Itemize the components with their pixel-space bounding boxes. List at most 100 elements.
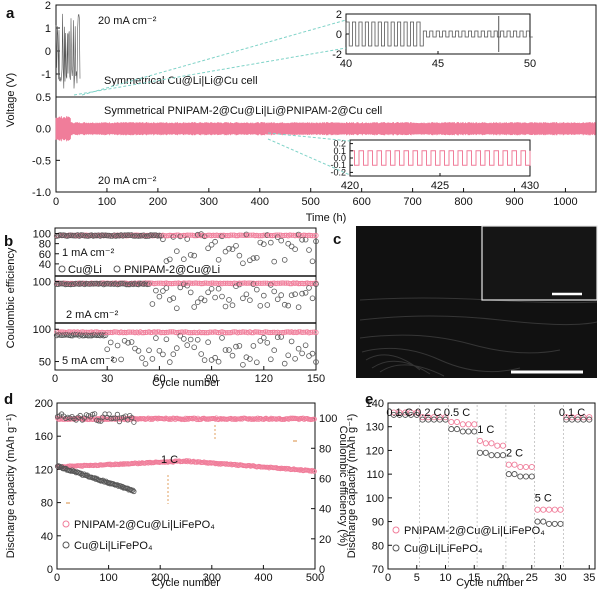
a-x-tick-label-9: 900 xyxy=(505,196,523,208)
b-sub2-pnipam-point xyxy=(254,329,260,335)
d-y-tick-label-1: 40 xyxy=(41,531,53,543)
e-pnipam-point xyxy=(511,461,518,468)
e-pnipam-point xyxy=(505,461,512,468)
e-cu-point xyxy=(557,520,564,527)
b-sub2-pnipam-point xyxy=(104,329,110,335)
d-y-axis-label: Discharge capacity (mAh g⁻¹) xyxy=(5,414,17,559)
d-x-tick-label-1: 100 xyxy=(99,572,117,584)
b-sub1-pnipam-point xyxy=(297,280,303,287)
b-sub1-cu-point xyxy=(191,304,198,310)
b-sub1-pnipam-point xyxy=(195,280,201,286)
e-cu-point xyxy=(551,520,558,527)
e-pnipam-point xyxy=(494,442,501,449)
b-sub1-cu-point xyxy=(299,290,305,297)
b-sub1-pnipam-point xyxy=(252,280,258,287)
b-sub0-cu-point xyxy=(240,260,246,267)
b-sub2-pnipam-point xyxy=(141,329,147,336)
e-pnipam-point xyxy=(448,418,455,426)
b-sub2-pnipam-point xyxy=(242,329,248,335)
b-sub1-pnipam-point xyxy=(240,280,246,286)
b-sub1-cu-point xyxy=(97,280,103,287)
pnipam-cell-voltage-trace xyxy=(55,116,596,142)
b-sub0-pnipam-point xyxy=(181,232,187,238)
b-sub0-cu-point xyxy=(107,233,114,239)
b-sub2-cu-point xyxy=(153,335,159,341)
e-pnipam-point xyxy=(430,414,438,421)
e-cu-point xyxy=(459,428,466,435)
b-sub0-cu-point xyxy=(191,252,198,259)
b-sub2-pnipam-point xyxy=(283,329,289,335)
e-y-tick-label-4: 110 xyxy=(366,469,384,481)
b-sub2-pnipam-point xyxy=(224,329,230,336)
a-bottom-zoom-line-2 xyxy=(267,132,351,142)
b-sub1-cu-point xyxy=(208,285,215,292)
b-sub2-pnipam-point xyxy=(207,329,213,335)
panel-d: d 0 100 200 300 400 5000408012016020002040608… xyxy=(4,391,349,589)
e-rate-labels: 0.1 C 0.2 C 0.5 C1 C2 C5 C0.1 C xyxy=(386,407,585,505)
b-sub1-cu-point xyxy=(167,296,173,303)
d-x-tick-label-5: 500 xyxy=(306,572,324,584)
b-sub2-cu-point xyxy=(149,356,156,362)
e-cu-point xyxy=(419,416,426,423)
b-sub2-cu-point xyxy=(135,348,142,354)
sem-texture xyxy=(359,297,598,377)
e-cu-point xyxy=(407,411,415,418)
b-sub0-pnipam-point xyxy=(245,232,251,238)
b-sub1-pnipam-point xyxy=(308,280,314,286)
b-sub2-cu-point xyxy=(264,339,271,346)
b-sub2-cu-point xyxy=(160,351,166,358)
b-sub2-pnipam-point xyxy=(142,329,149,335)
b-sub2-pnipam-point xyxy=(198,330,204,336)
b-sub1-pnipam-point xyxy=(210,280,216,286)
b-x-axis-label: Cycle number xyxy=(152,377,220,389)
d-pnipam-ce-point xyxy=(178,417,184,423)
b-sub2-cu-point xyxy=(111,357,117,363)
d-pnipam-capacity-point xyxy=(135,461,141,467)
b-sub0-cu-point xyxy=(257,239,264,246)
b-sub1-pnipam-point xyxy=(276,280,283,286)
b-sub0-y-tick-label-2: 80 xyxy=(39,239,51,251)
d-cu-ce-point xyxy=(98,418,104,424)
b-legend-cu: Cu@Li xyxy=(68,264,102,276)
b-sub0-cu-point xyxy=(285,240,292,247)
b-sub1-pnipam-point xyxy=(259,280,265,286)
b-sub0-cu-point xyxy=(69,232,76,239)
d-cu-ce-point xyxy=(125,417,131,423)
b-sub1-cu-point xyxy=(156,293,163,300)
b-sub2-cu-point xyxy=(212,354,218,361)
a-top-y-tick-label-2: 1 xyxy=(45,23,51,35)
b-sub0-cu-point xyxy=(59,232,65,239)
b-sub2-pnipam-point xyxy=(167,329,173,335)
b-sub2-cu-point xyxy=(139,355,145,361)
d-pnipam-ce-point xyxy=(312,416,317,422)
a-top-inset-y-label-0: -2 xyxy=(332,49,342,61)
b-sub2-pnipam-point xyxy=(313,329,319,336)
panel-a: a 0 100 200 300 400 500 600 700 800 900 1000-1012-… xyxy=(5,0,597,224)
d-cu-ce-point xyxy=(131,419,137,425)
b-sub1-cu-point xyxy=(174,305,180,312)
b-sub0-pnipam-point xyxy=(217,232,223,238)
b-sub1-cu-point xyxy=(212,294,218,301)
e-rate-label-5: 5 C xyxy=(535,493,552,505)
e-x-tick-label-1: 5 xyxy=(414,572,420,584)
b-sub1-pnipam-point xyxy=(160,280,166,286)
e-pnipam-point xyxy=(574,414,581,421)
b-sub0-cu-point xyxy=(271,258,278,265)
b-sub0-pnipam-point xyxy=(308,232,314,239)
b-sub2-pnipam-point xyxy=(160,329,166,335)
b-sub0-pnipam-point xyxy=(184,232,190,238)
panel-label-a: a xyxy=(6,5,15,22)
panel-label-b: b xyxy=(4,233,13,250)
e-cu-point xyxy=(488,452,495,459)
e-pnipam-point xyxy=(545,506,553,513)
e-cu-point xyxy=(425,416,432,423)
sem-inset xyxy=(481,225,598,301)
b-sub0-cu-point xyxy=(236,252,243,259)
b-sub2-pnipam-point xyxy=(163,329,169,335)
b-sub0-cu-point xyxy=(222,248,229,255)
d-legend-cu: Cu@Li|LiFePO₄ xyxy=(74,540,153,552)
b-sub2-cu-point xyxy=(253,359,260,366)
b-sub2-pnipam-point xyxy=(148,329,154,336)
b-sub1-cu-point xyxy=(219,293,225,300)
